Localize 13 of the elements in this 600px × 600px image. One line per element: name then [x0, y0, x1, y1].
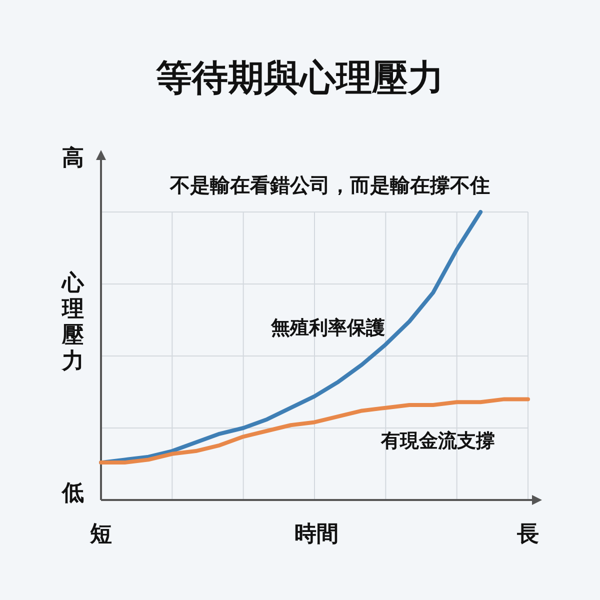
annotation: 低	[62, 481, 84, 506]
series-label: 有現金流支撐	[381, 430, 496, 452]
ylabel: 心	[62, 271, 84, 296]
xlabel: 時間	[294, 522, 338, 547]
ylabel: 理	[62, 297, 84, 322]
xtick: 短	[90, 522, 112, 547]
ylabel: 力	[62, 349, 84, 374]
subtitle: 不是輸在看錯公司，而是輸在撐不住	[170, 173, 490, 197]
series-label: 無殖利率保護	[271, 316, 386, 339]
annotation: 高	[62, 146, 84, 171]
ylabel: 壓	[62, 323, 84, 348]
xtick: 長	[517, 522, 539, 547]
title: 等待期與心理壓力	[156, 58, 444, 99]
